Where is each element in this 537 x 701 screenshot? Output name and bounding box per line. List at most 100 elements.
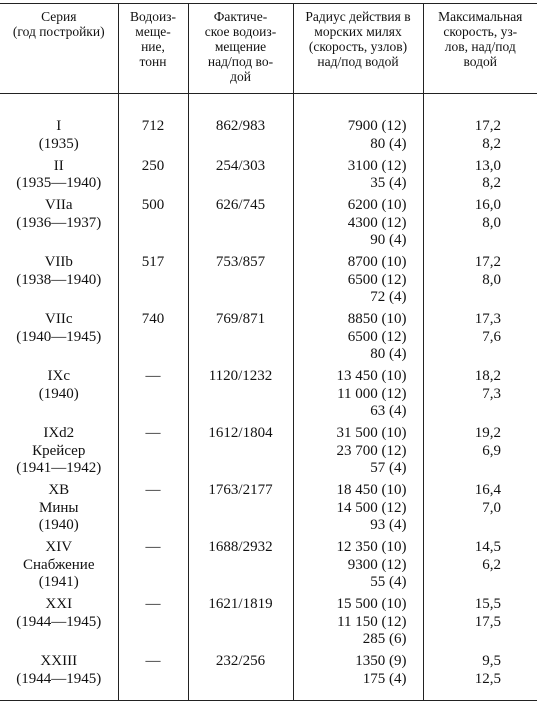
header-cell: Водоиз-меще-ние,тонн — [118, 4, 188, 94]
cell-line: Крейсер — [0, 443, 118, 461]
cell-line: над/под во- — [189, 54, 293, 69]
cell-line: 17,3 — [424, 311, 502, 329]
cell-line: 80 (4) — [294, 136, 407, 154]
cell-line: 8700 (10) — [294, 254, 407, 272]
cell-line: 1688/2932 — [189, 539, 293, 557]
table-cell: 18 450 (10)14 500 (12)93 (4) — [293, 482, 423, 539]
cell-line: XXIII — [0, 653, 118, 671]
cell-line: — — [119, 425, 188, 443]
cell-line: — — [119, 539, 188, 557]
table-cell: 8700 (10)6500 (12)72 (4) — [293, 254, 423, 311]
cell-line: 15 500 (10) — [294, 596, 407, 614]
table-cell: VIIa(1936—1937) — [0, 197, 118, 254]
cell-line: 7,6 — [424, 329, 502, 347]
cell-line: 23 700 (12) — [294, 443, 407, 461]
table-cell: 862/983 — [188, 94, 293, 158]
cell-line: VIIb — [0, 254, 118, 272]
table-cell: 15 500 (10)11 150 (12)285 (6) — [293, 596, 423, 653]
table-cell: 1763/2177 — [188, 482, 293, 539]
table-cell: 7900 (12)80 (4) — [293, 94, 423, 158]
cell-line: 72 (4) — [294, 289, 407, 307]
table-cell: XXIII(1944—1945) — [0, 653, 118, 701]
cell-line: 16,0 — [424, 197, 502, 215]
table-cell: — — [118, 653, 188, 701]
cell-line: 1621/1819 — [189, 596, 293, 614]
cell-line: XIV — [0, 539, 118, 557]
cell-line: 500 — [119, 197, 188, 215]
cell-line: XB — [0, 482, 118, 500]
cell-line: (1940) — [0, 386, 118, 404]
cell-line: 6200 (10) — [294, 197, 407, 215]
cell-line: 17,5 — [424, 614, 502, 632]
cell-line: 6500 (12) — [294, 272, 407, 290]
table-cell: 12 350 (10)9300 (12)55 (4) — [293, 539, 423, 596]
table-cell: — — [118, 596, 188, 653]
cell-line: 8850 (10) — [294, 311, 407, 329]
cell-line: 11 150 (12) — [294, 614, 407, 632]
cell-line: 57 (4) — [294, 460, 407, 478]
cell-line: (1935—1940) — [0, 175, 118, 193]
table-cell: 232/256 — [188, 653, 293, 701]
cell-line: 769/871 — [189, 311, 293, 329]
cell-line: 12,5 — [424, 671, 502, 689]
data-table: Серия(год постройки)Водоиз-меще-ние,тонн… — [0, 3, 537, 701]
cell-line: 19,2 — [424, 425, 502, 443]
table-cell: 1350 (9)175 (4) — [293, 653, 423, 701]
cell-line: 753/857 — [189, 254, 293, 272]
cell-line: 7,0 — [424, 500, 502, 518]
cell-line: 13,0 — [424, 158, 502, 176]
cell-line: 6500 (12) — [294, 329, 407, 347]
table-cell: I(1935) — [0, 94, 118, 158]
table-cell: VIIb(1938—1940) — [0, 254, 118, 311]
cell-line: 63 (4) — [294, 403, 407, 421]
cell-line: ние, — [119, 39, 188, 54]
cell-line: водой — [424, 54, 537, 69]
table-cell: 1688/2932 — [188, 539, 293, 596]
table-cell: VIIc(1940—1945) — [0, 311, 118, 368]
cell-line: мещение — [189, 39, 293, 54]
cell-line: лов, над/под — [424, 39, 537, 54]
cell-line: 862/983 — [189, 118, 293, 136]
cell-line: (1938—1940) — [0, 272, 118, 290]
table-cell: 1612/1804 — [188, 425, 293, 482]
cell-line: Радиус действия в — [294, 9, 423, 24]
table-cell: XXI(1944—1945) — [0, 596, 118, 653]
table-cell: 3100 (12)35 (4) — [293, 158, 423, 198]
table-cell: 517 — [118, 254, 188, 311]
table-cell: — — [118, 482, 188, 539]
cell-line: 7900 (12) — [294, 118, 407, 136]
cell-line: (скорость, узлов) — [294, 39, 423, 54]
cell-line: 712 — [119, 118, 188, 136]
cell-line: 16,4 — [424, 482, 502, 500]
table-cell: 626/745 — [188, 197, 293, 254]
cell-line: (1940) — [0, 517, 118, 535]
cell-line: 90 (4) — [294, 232, 407, 250]
cell-line: 18 450 (10) — [294, 482, 407, 500]
table-cell: 769/871 — [188, 311, 293, 368]
cell-line: 31 500 (10) — [294, 425, 407, 443]
cell-line: 93 (4) — [294, 517, 407, 535]
table-cell: IXc(1940) — [0, 368, 118, 425]
table-cell: 1120/1232 — [188, 368, 293, 425]
cell-line: 1350 (9) — [294, 653, 407, 671]
cell-line: 9,5 — [424, 653, 502, 671]
cell-line: Максимальная — [424, 9, 537, 24]
cell-line: 517 — [119, 254, 188, 272]
